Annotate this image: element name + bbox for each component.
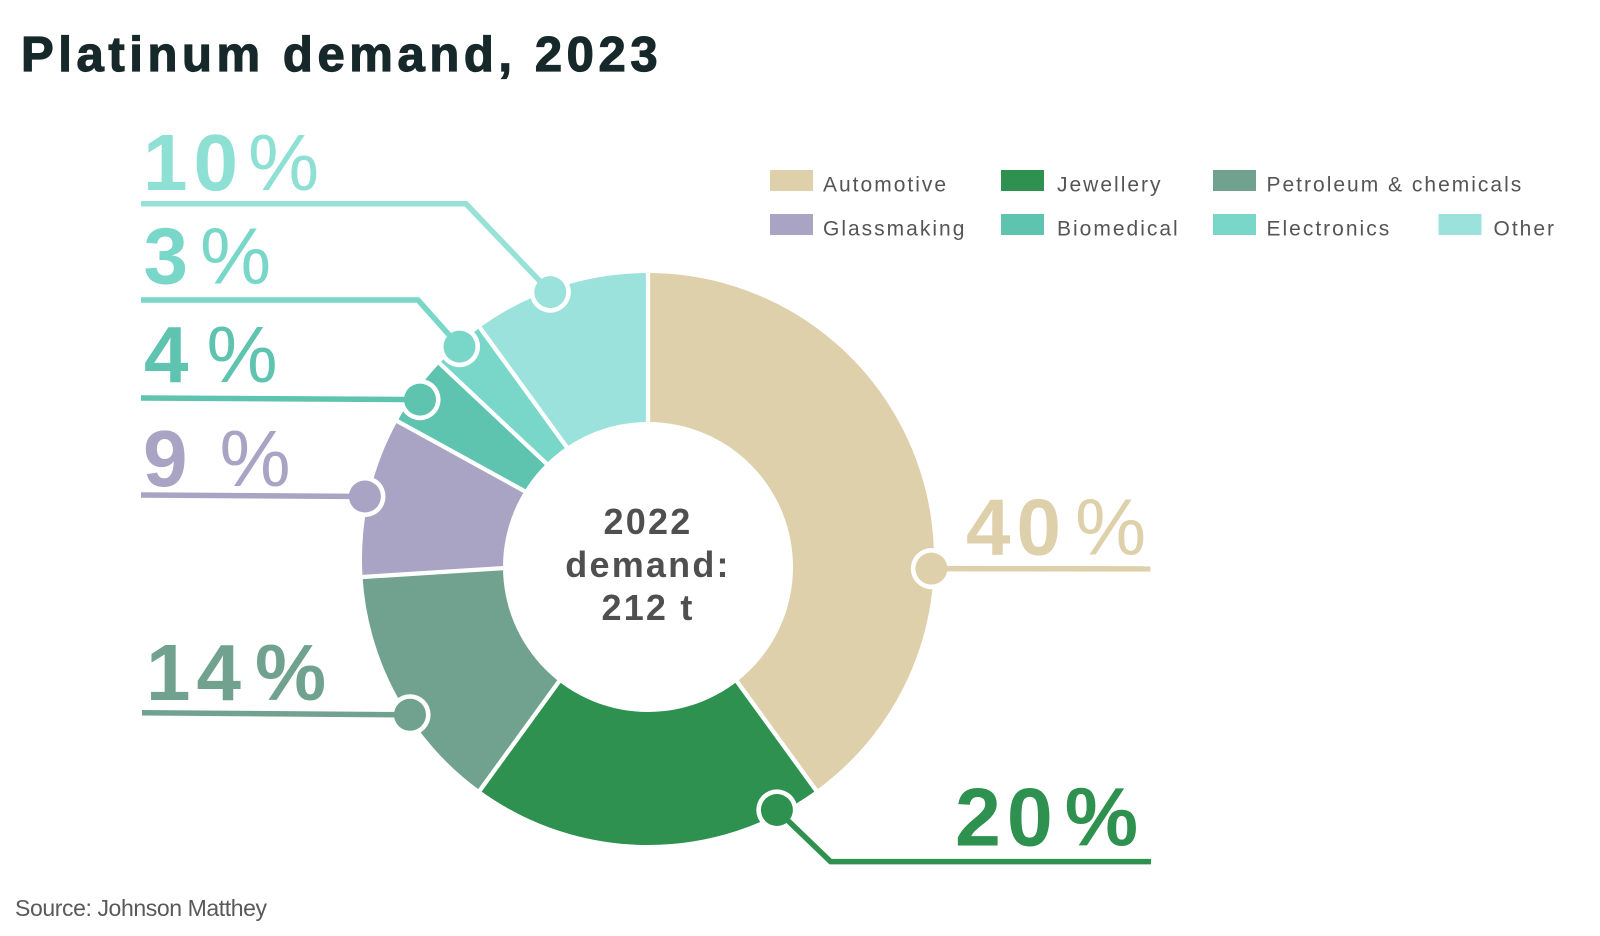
svg-text:14%: 14% — [146, 628, 326, 717]
svg-text:Petroleum & chemicals: Petroleum & chemicals — [1267, 174, 1524, 197]
svg-text:Biomedical: Biomedical — [1057, 218, 1180, 241]
svg-text:212 t: 212 t — [601, 587, 694, 628]
svg-text:Jewellery: Jewellery — [1057, 174, 1163, 197]
svg-text:Platinum demand, 2023: Platinum demand, 2023 — [21, 28, 662, 82]
svg-text:Electronics: Electronics — [1267, 218, 1392, 241]
svg-text:Automotive: Automotive — [823, 174, 948, 197]
svg-text:3%: 3% — [144, 212, 272, 301]
svg-text:40%: 40% — [966, 482, 1146, 571]
svg-text:Other: Other — [1494, 218, 1557, 241]
svg-text:Source: Johnson Matthey: Source: Johnson Matthey — [15, 895, 268, 921]
svg-text:9%: 9% — [143, 414, 291, 503]
svg-text:2022: 2022 — [604, 501, 693, 542]
svg-text:demand:: demand: — [565, 544, 730, 585]
svg-text:20%: 20% — [955, 772, 1138, 864]
svg-text:4%: 4% — [144, 310, 278, 399]
svg-text:10%: 10% — [143, 118, 319, 207]
svg-text:Glassmaking: Glassmaking — [823, 218, 966, 241]
